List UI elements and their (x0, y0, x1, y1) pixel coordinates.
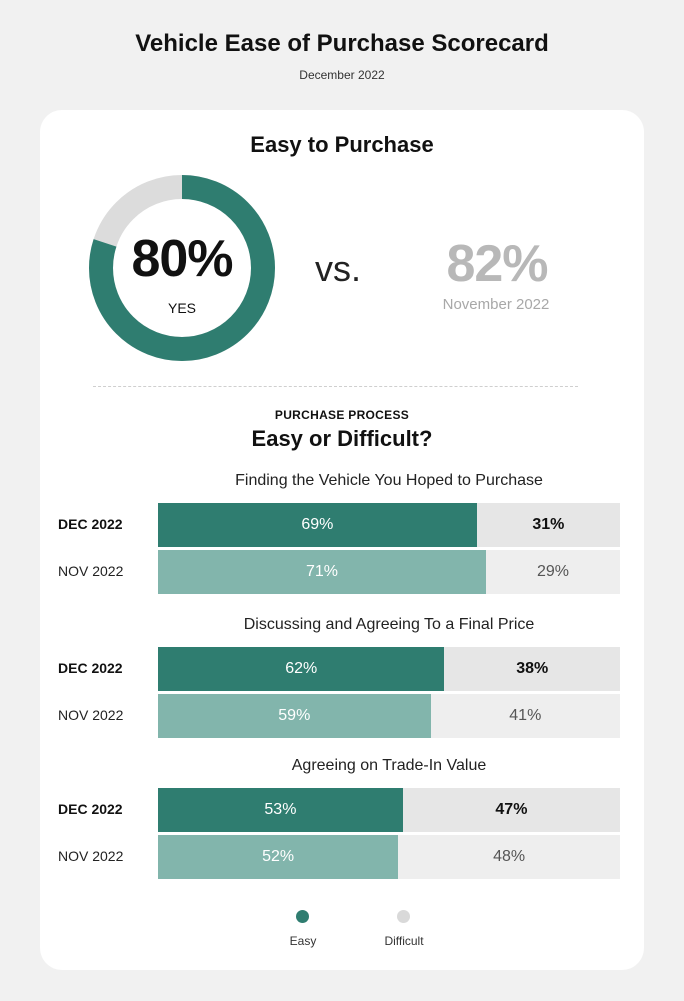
bar-segment-difficult: 29% (486, 550, 620, 594)
stacked-bar-nov-2022: 52% 48% (158, 835, 620, 879)
previous-label: November 2022 (442, 296, 550, 313)
bar-segment-easy: 53% (158, 788, 403, 832)
legend-easy-label: Easy (289, 934, 317, 948)
bar-segment-easy: 52% (158, 835, 399, 879)
legend-difficult-dot (397, 910, 410, 923)
bar-segment-easy: 71% (158, 550, 487, 594)
easy-donut: 80% YES (88, 174, 276, 362)
group-title-1: Finding the Vehicle You Hoped to Purchas… (235, 472, 543, 489)
page-title: Vehicle Ease of Purchase Scorecard (135, 30, 549, 57)
row-label-nov-2022: NOV 2022 (58, 563, 124, 579)
bar-segment-difficult: 47% (402, 788, 620, 832)
row-label-nov-2022: NOV 2022 (58, 848, 124, 864)
donut-chart (89, 175, 275, 361)
legend-easy-dot (296, 910, 309, 923)
section-title: Easy or Difficult? (251, 426, 433, 451)
group-title-3: Agreeing on Trade-In Value (291, 757, 487, 774)
row-label-dec-2022: DEC 2022 (58, 801, 123, 817)
section-divider (93, 386, 578, 387)
bar-segment-easy: 59% (158, 694, 431, 738)
donut-value: 80% (131, 230, 233, 288)
row-label-dec-2022: DEC 2022 (58, 660, 123, 676)
stacked-bar-nov-2022: 71% 29% (158, 550, 620, 594)
bar-segment-easy: 69% (158, 503, 477, 547)
row-label-dec-2022: DEC 2022 (58, 516, 123, 532)
stacked-bar-dec-2022: 69% 31% (158, 503, 620, 547)
donut-label: YES (167, 300, 196, 316)
vs-label: vs. (315, 248, 362, 289)
bar-segment-difficult: 48% (398, 835, 620, 879)
donut-value-arc (89, 175, 275, 361)
page-subtitle: December 2022 (299, 68, 385, 82)
previous-value: 82% (446, 235, 548, 293)
bar-segment-easy: 62% (158, 647, 445, 691)
stacked-bar-nov-2022: 59% 41% (158, 694, 620, 738)
bar-segment-difficult: 38% (444, 647, 620, 691)
bar-segment-difficult: 41% (430, 694, 620, 738)
legend-difficult-label: Difficult (384, 934, 424, 948)
stacked-bar-dec-2022: 53% 47% (158, 788, 620, 832)
bar-segment-difficult: 31% (476, 503, 620, 547)
group-title-2: Discussing and Agreeing To a Final Price (243, 616, 535, 633)
stacked-bar-dec-2022: 62% 38% (158, 647, 620, 691)
section-kicker: PURCHASE PROCESS (274, 408, 410, 422)
row-label-nov-2022: NOV 2022 (58, 707, 124, 723)
kpi-heading: Easy to Purchase (250, 132, 434, 157)
